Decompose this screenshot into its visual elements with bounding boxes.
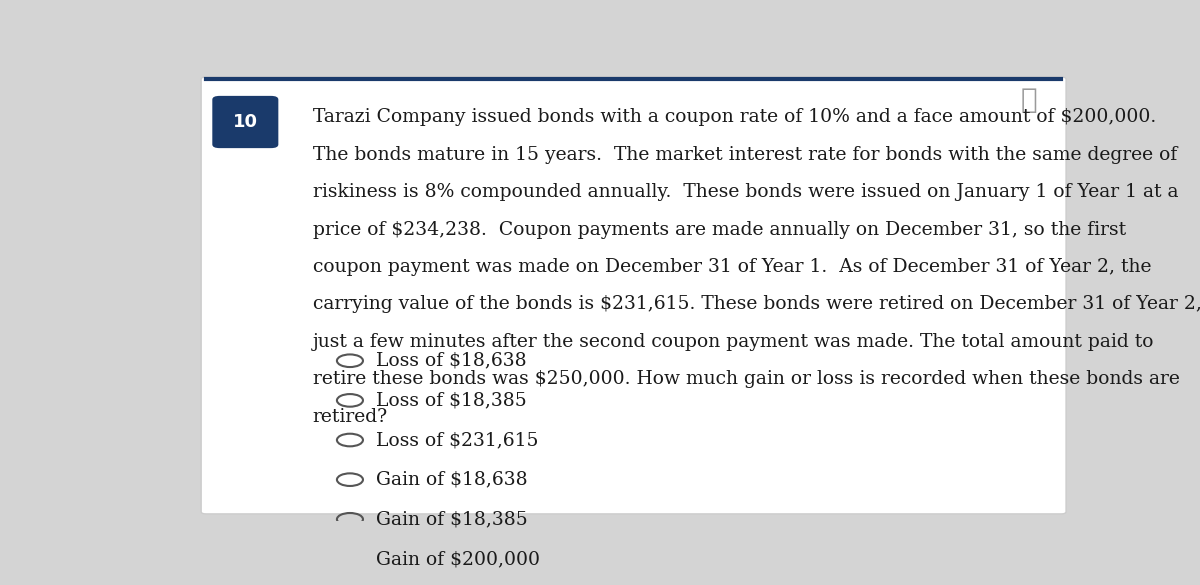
Text: carrying value of the bonds is $231,615. These bonds were retired on December 31: carrying value of the bonds is $231,615.… xyxy=(313,295,1200,314)
Text: price of $234,238.  Coupon payments are made annually on December 31, so the fir: price of $234,238. Coupon payments are m… xyxy=(313,221,1126,239)
Text: Gain of $18,638: Gain of $18,638 xyxy=(376,471,528,488)
FancyBboxPatch shape xyxy=(212,96,278,148)
Text: Gain of $18,385: Gain of $18,385 xyxy=(376,510,528,528)
Text: ⎓: ⎓ xyxy=(1020,86,1037,114)
Text: Loss of $231,615: Loss of $231,615 xyxy=(376,431,539,449)
Text: riskiness is 8% compounded annually.  These bonds were issued on January 1 of Ye: riskiness is 8% compounded annually. The… xyxy=(313,183,1178,201)
Text: 10: 10 xyxy=(233,113,258,131)
Text: coupon payment was made on December 31 of Year 1.  As of December 31 of Year 2, : coupon payment was made on December 31 o… xyxy=(313,258,1151,276)
Text: Gain of $200,000: Gain of $200,000 xyxy=(376,550,540,568)
Text: The bonds mature in 15 years.  The market interest rate for bonds with the same : The bonds mature in 15 years. The market… xyxy=(313,146,1177,164)
Text: retire these bonds was $250,000. How much gain or loss is recorded when these bo: retire these bonds was $250,000. How muc… xyxy=(313,370,1180,388)
Text: retired?: retired? xyxy=(313,408,388,425)
Text: Tarazi Company issued bonds with a coupon rate of 10% and a face amount of $200,: Tarazi Company issued bonds with a coupo… xyxy=(313,108,1156,126)
Text: just a few minutes after the second coupon payment was made. The total amount pa: just a few minutes after the second coup… xyxy=(313,333,1154,351)
Text: Loss of $18,638: Loss of $18,638 xyxy=(376,352,527,370)
Text: Loss of $18,385: Loss of $18,385 xyxy=(376,391,527,409)
FancyBboxPatch shape xyxy=(202,77,1066,514)
